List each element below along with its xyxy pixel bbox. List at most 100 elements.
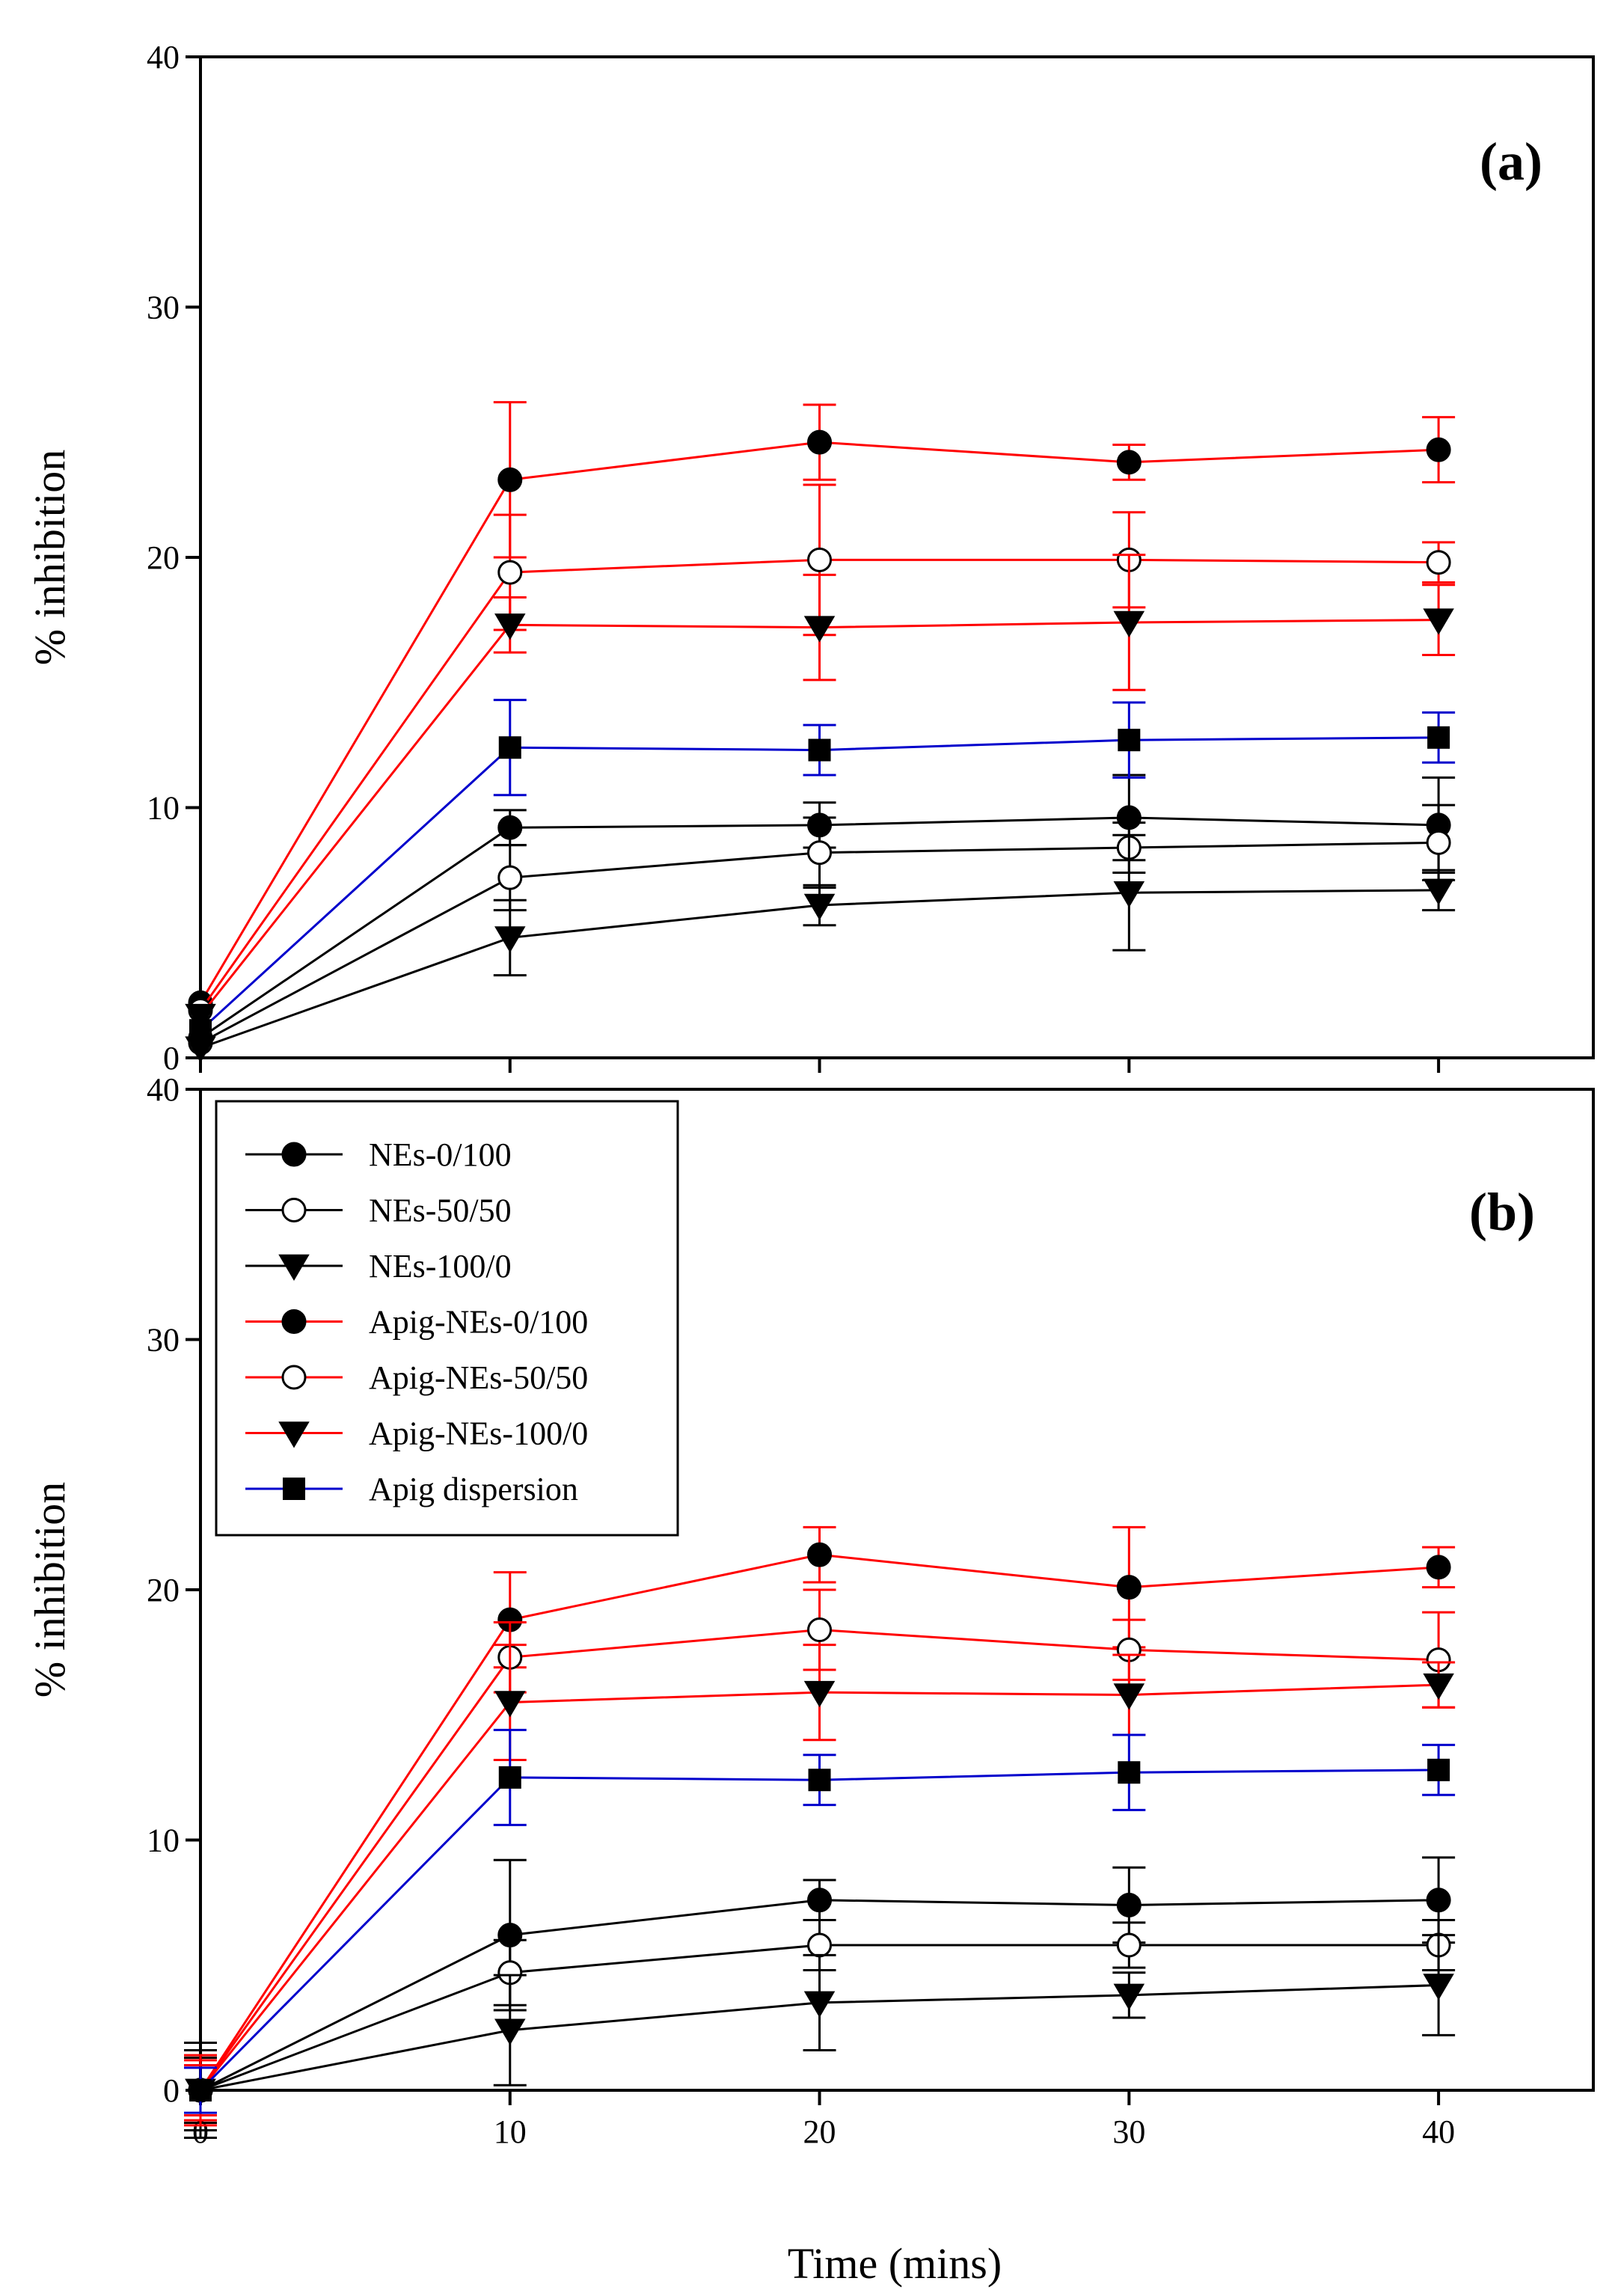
panel-a-point-apig-nes-100-0-20: [803, 616, 836, 643]
panel-a-ylabel: % inhibition: [25, 450, 74, 665]
panel-b-ylabel: % inhibition: [25, 1482, 74, 1697]
panel-b-point-nes-100-0-10: [494, 2018, 526, 2045]
panel-b-point-apig-nes-100-0-40: [1423, 1673, 1454, 1700]
panel-a-point-nes-100-0-40: [1423, 878, 1454, 905]
panel-b-label: (b): [1469, 1182, 1535, 1242]
panel-a-label: (a): [1480, 132, 1542, 192]
panel-b-y-tick-label-10: 10: [147, 1822, 180, 1859]
legend-entry-nes-100-0: NEs-100/0: [245, 1248, 512, 1285]
panel-b-point-apig-nes-100-0-20: [803, 1680, 836, 1708]
panel-a-series-apig-nes-100-0: [185, 554, 1456, 1031]
panel-b-y-tick-label-20: 20: [147, 1572, 180, 1608]
legend-entry-apig-nes-100-0: Apig-NEs-100/0: [245, 1415, 588, 1452]
panel-a-point-apig-nes-50-50-40: [1426, 550, 1451, 575]
panel-b-x-tick-label-20: 20: [803, 2113, 836, 2150]
panel-b-point-nes-100-0-20: [803, 1991, 836, 2018]
legend-label-nes-0-100: NEs-0/100: [369, 1136, 512, 1173]
legend-label-apig-nes-100-0: Apig-NEs-100/0: [369, 1415, 588, 1452]
panel-a-point-apig-dispersion-20: [808, 738, 831, 762]
panel-a-point-apig-nes-100-0-30: [1113, 610, 1145, 637]
panel-a-point-apig-nes-0-100-30: [1116, 450, 1142, 475]
panel-a-point-apig-nes-100-0-10: [494, 613, 526, 640]
panel-b-point-apig-dispersion-0: [189, 2079, 212, 2101]
panel-a-point-apig-dispersion-0: [189, 1019, 212, 1042]
panel-b-point-nes-100-0-30: [1113, 1983, 1145, 2010]
legend: NEs-0/100 NEs-50/50 NEs-100/0 Apig-NEs-0/10…: [215, 1100, 679, 1537]
panel-b: 010203040010203040 (b) % inhibition NEs-…: [25, 1071, 1595, 2150]
panel-b-point-apig-dispersion-20: [808, 1769, 831, 1792]
panel-b-point-nes-50-50-30: [1116, 1932, 1142, 1958]
legend-entry-apig-nes-50-50: Apig-NEs-50/50: [245, 1359, 588, 1396]
panel-b-x-tick-label-30: 30: [1112, 2113, 1145, 2150]
panel-a-y-tick-label-30: 30: [147, 290, 180, 326]
legend-marker-apig-dispersion: [283, 1478, 305, 1500]
panel-b-point-nes-100-0-40: [1423, 1974, 1454, 2000]
legend-marker-apig-nes-0-100: [281, 1309, 307, 1334]
panel-a-point-nes-100-0-20: [803, 893, 836, 920]
panel-a-point-apig-nes-0-100-40: [1426, 437, 1451, 462]
panel-a-point-nes-50-50-40: [1426, 830, 1451, 855]
legend-label-apig-dispersion: Apig dispersion: [369, 1471, 578, 1507]
legend-label-nes-50-50: NEs-50/50: [369, 1193, 512, 1229]
legend-entry-nes-50-50: NEs-50/50: [245, 1193, 512, 1229]
legend-marker-nes-0-100: [281, 1142, 307, 1167]
panel-b-point-nes-0-100-30: [1116, 1892, 1142, 1917]
panel-a-point-apig-nes-50-50-20: [807, 547, 833, 572]
panel-b-point-apig-dispersion-40: [1427, 1758, 1450, 1781]
legend-entry-apig-nes-0-100: Apig-NEs-0/100: [245, 1304, 588, 1341]
panel-a-y-tick-label-0: 0: [163, 1040, 180, 1077]
legend-marker-nes-50-50: [281, 1198, 307, 1222]
legend-marker-apig-nes-100-0: [278, 1421, 310, 1448]
panel-b-point-nes-50-50-20: [807, 1932, 833, 1958]
x-axis-title: Time (mins): [788, 2239, 1002, 2288]
panel-a-series-nes-100-0: [185, 833, 1456, 1063]
panel-a-point-apig-nes-0-100-10: [497, 467, 523, 492]
panel-a-point-nes-100-0-30: [1113, 881, 1145, 908]
panel-a-point-nes-50-50-10: [497, 865, 523, 890]
panel-a-point-apig-nes-100-0-0: [185, 1003, 216, 1031]
panel-b-point-apig-nes-0-100-20: [807, 1542, 833, 1567]
panel-a-y-tick-label-10: 10: [147, 790, 180, 827]
panel-b-point-apig-nes-100-0-30: [1113, 1683, 1145, 1710]
panel-b-series: [184, 1525, 1456, 2140]
panel-a-y-tick-label-40: 40: [147, 39, 180, 76]
panel-b-x-tick-label-10: 10: [494, 2113, 527, 2150]
panel-b-point-apig-nes-100-0-10: [494, 1691, 526, 1718]
panel-b-y-tick-label-30: 30: [147, 1322, 180, 1359]
panel-b-point-nes-0-100-20: [807, 1888, 833, 1913]
panel-a-point-apig-dispersion-30: [1118, 729, 1141, 752]
panel-a-point-apig-nes-0-100-20: [807, 429, 833, 455]
panel-b-y-tick-label-40: 40: [147, 1071, 180, 1108]
panel-a-point-apig-dispersion-40: [1427, 726, 1450, 749]
legend-entry-apig-dispersion: Apig dispersion: [245, 1471, 578, 1507]
panel-a-series-apig-dispersion: [189, 699, 1456, 1042]
panel-a: 0 10 20 30 40 (a) % inhibition: [25, 39, 1595, 1077]
panel-b-point-apig-nes-0-100-40: [1426, 1555, 1451, 1580]
panel-b-series-apig-dispersion: [184, 1728, 1456, 2114]
legend-label-apig-nes-50-50: Apig-NEs-50/50: [369, 1359, 588, 1396]
panel-b-point-apig-dispersion-30: [1118, 1761, 1141, 1784]
legend-marker-nes-100-0: [278, 1254, 310, 1282]
panel-a-point-apig-nes-50-50-10: [497, 560, 523, 585]
legend-label-apig-nes-0-100: Apig-NEs-0/100: [369, 1304, 588, 1341]
legend-entry-nes-0-100: NEs-0/100: [245, 1136, 512, 1173]
panel-b-point-apig-dispersion-10: [498, 1766, 521, 1789]
panel-a-point-nes-0-100-10: [497, 815, 523, 840]
panel-a-series: [185, 401, 1456, 1063]
panel-a-point-nes-50-50-20: [807, 840, 833, 866]
legend-entries: NEs-0/100 NEs-50/50 NEs-100/0 Apig-NEs-0/10…: [245, 1136, 588, 1507]
panel-a-y-tick-label-20: 20: [147, 539, 180, 576]
panel-a-point-apig-dispersion-10: [498, 736, 521, 759]
panel-b-y-tick-label-0: 0: [163, 2072, 180, 2109]
panel-b-point-nes-0-100-40: [1426, 1888, 1451, 1913]
legend-marker-apig-nes-50-50: [281, 1365, 307, 1390]
legend-label-nes-100-0: NEs-100/0: [369, 1248, 512, 1285]
panel-a-point-nes-100-0-10: [494, 926, 526, 953]
panel-a-axes: 0 10 20 30 40: [147, 39, 1441, 1077]
panel-a-point-apig-nes-100-0-40: [1423, 608, 1454, 635]
panel-b-point-apig-nes-50-50-20: [807, 1617, 833, 1643]
panel-b-point-apig-nes-0-100-30: [1116, 1575, 1142, 1600]
panel-b-x-tick-label-40: 40: [1422, 2113, 1455, 2150]
